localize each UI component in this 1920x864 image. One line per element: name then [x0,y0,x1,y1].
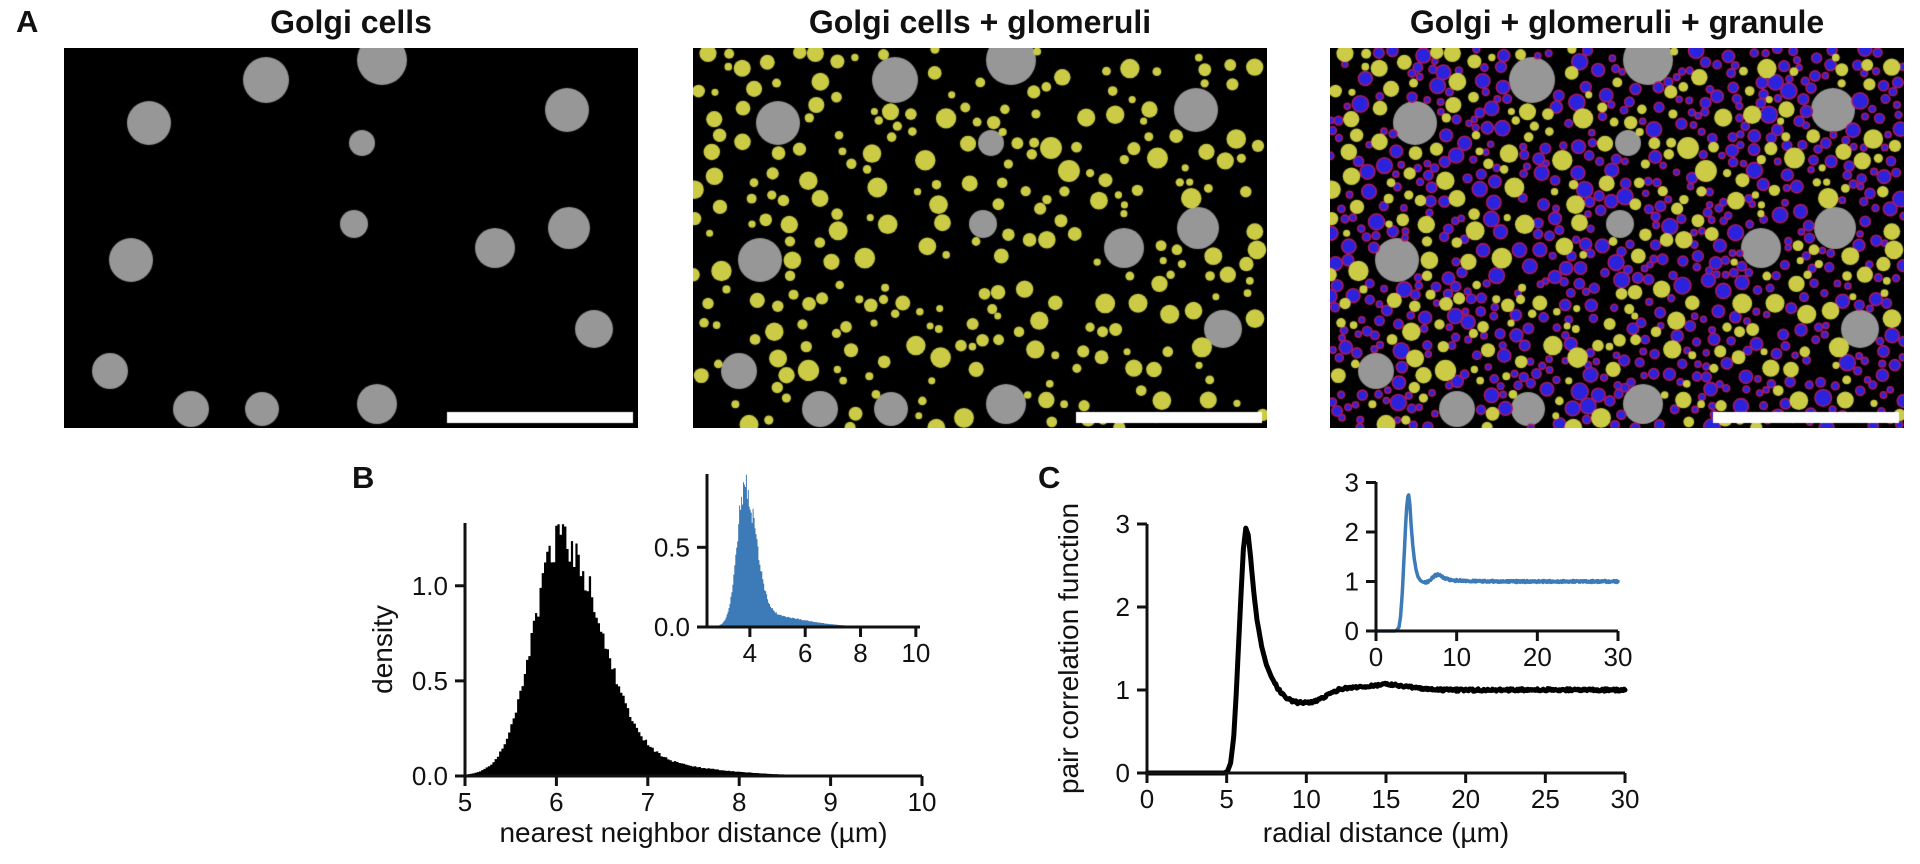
svg-text:3: 3 [1345,467,1359,497]
svg-text:nearest neighbor distance (µm): nearest neighbor distance (µm) [499,817,887,848]
svg-text:1: 1 [1345,566,1359,596]
svg-text:2: 2 [1116,592,1130,622]
svg-text:radial distance (µm): radial distance (µm) [1263,817,1509,848]
svg-text:2: 2 [1345,517,1359,547]
svg-text:20: 20 [1451,784,1480,814]
panel-c-label: C [1038,460,1061,495]
svg-text:30: 30 [1604,642,1633,672]
panel-b-label: B [352,460,375,495]
svg-text:5: 5 [1219,784,1233,814]
svg-text:8: 8 [732,787,746,817]
svg-text:5: 5 [458,787,472,817]
svg-text:0: 0 [1116,758,1130,788]
svg-text:0.5: 0.5 [412,666,448,696]
svg-text:0.5: 0.5 [654,532,690,562]
svg-text:1.0: 1.0 [412,571,448,601]
nearest-neighbor-histogram: 5 6 7 8 9 10 0.0 0.5 1.0 nearest neighbor distanc… [367,474,937,848]
golgi-glomeruli-image [693,48,1267,428]
golgi-glomeruli-granule-image [1330,48,1904,428]
svg-text:8: 8 [853,638,867,668]
svg-text:pair correlation function: pair correlation function [1053,503,1084,794]
svg-text:30: 30 [1611,784,1640,814]
svg-text:10: 10 [901,638,930,668]
svg-text:0.0: 0.0 [412,761,448,791]
svg-text:1: 1 [1116,675,1130,705]
panel-a1-title: Golgi cells [270,4,432,40]
svg-text:10: 10 [1292,784,1321,814]
svg-text:10: 10 [908,787,937,817]
svg-text:0: 0 [1345,616,1359,646]
svg-text:25: 25 [1531,784,1560,814]
svg-text:6: 6 [798,638,812,668]
panel-a3-title: Golgi + glomeruli + granule [1409,4,1825,40]
svg-text:15: 15 [1372,784,1401,814]
svg-text:0: 0 [1369,642,1383,672]
svg-text:3: 3 [1116,509,1130,539]
panel-a-label: A [16,4,39,39]
svg-text:7: 7 [641,787,655,817]
svg-text:9: 9 [823,787,837,817]
svg-text:6: 6 [549,787,563,817]
golgi-cells-image [64,48,638,428]
panel-a2-title: Golgi cells + glomeruli [808,4,1152,40]
svg-text:0: 0 [1140,784,1154,814]
svg-text:density: density [367,605,398,694]
svg-text:20: 20 [1523,642,1552,672]
svg-text:0.0: 0.0 [654,612,690,642]
svg-text:4: 4 [743,638,757,668]
svg-text:10: 10 [1442,642,1471,672]
